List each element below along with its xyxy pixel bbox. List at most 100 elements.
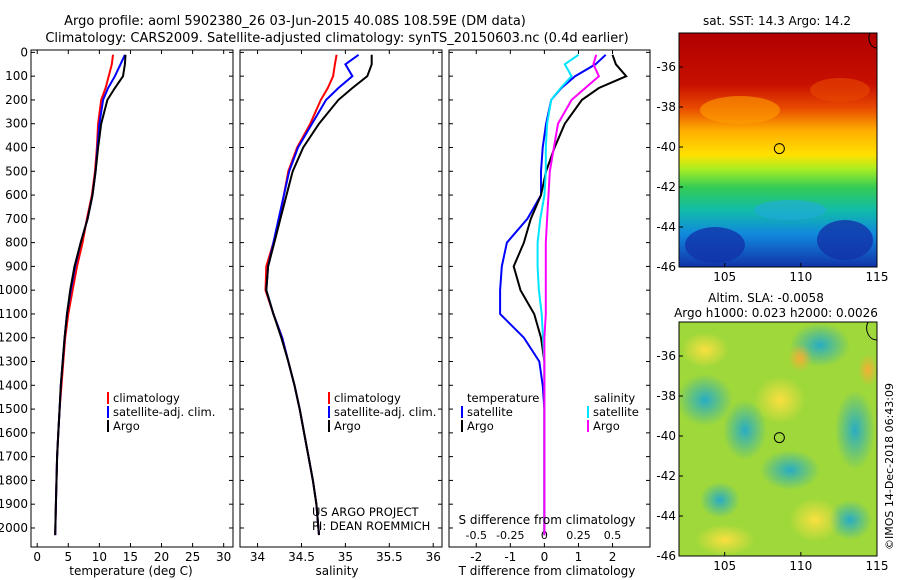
sst-warm-patch (700, 96, 780, 124)
depth-tick-label: 1600 (0, 426, 28, 440)
x-tick-label: 34 (250, 550, 265, 564)
map-y-tick-label: -36 (656, 349, 676, 363)
sla-blob (828, 500, 872, 540)
legend-s-satellite: satellite (593, 405, 639, 419)
depth-tick-label: 800 (5, 236, 28, 250)
pi-annotation: PI: DEAN ROEMMICH (312, 519, 430, 533)
depth-tick-label: 700 (5, 212, 28, 226)
legend-satellite: satellite-adj. clim. (334, 405, 436, 419)
temperature-profiles (54, 54, 127, 536)
s-tick-label: 0.5 (604, 529, 622, 542)
legend-salinity-title: salinity (594, 391, 635, 405)
x-tick-label: 25 (185, 550, 200, 564)
legend-temperature-title: temperature (467, 391, 539, 405)
salinity-legend: climatology satellite-adj. clim. Argo (328, 391, 436, 433)
map-x-tick-label: 115 (866, 559, 889, 573)
temperature-x-axis: 0 5 10 15 20 25 30 (31, 50, 233, 564)
sla-blob (754, 376, 806, 424)
sst-warm-patch (810, 78, 870, 102)
depth-tick-label: 1800 (0, 473, 28, 487)
sla-blob (835, 390, 875, 470)
depth-tick-label: 300 (5, 117, 28, 131)
sla-blob (789, 498, 841, 542)
x-tick-label: 35 (338, 550, 353, 564)
legend-t-argo: Argo (467, 419, 494, 433)
sst-map-frame (678, 32, 878, 268)
temperature-difference-label: T difference from climatology (458, 564, 636, 578)
s-tick-label: -0.25 (496, 529, 524, 542)
map-y-tick-label: -44 (656, 509, 676, 523)
sst-argo-marker (773, 143, 785, 155)
sla-map-frame (678, 321, 878, 557)
depth-tick-label: 400 (5, 140, 28, 154)
legend-s-argo: Argo (593, 419, 620, 433)
depth-tick-label: 1200 (0, 331, 28, 345)
depth-tick-label: 1700 (0, 450, 28, 464)
temperature-line-climatology (54, 54, 114, 536)
depth-tick-label: 1300 (0, 355, 28, 369)
map-y-tick-label: -36 (656, 60, 676, 74)
x-tick-label: 10 (92, 550, 107, 564)
sla-blob (760, 450, 820, 490)
map-x-tick-label: 110 (789, 270, 812, 284)
map-x-tick-label: 115 (866, 270, 889, 284)
map-y-tick-label: -42 (656, 180, 676, 194)
legend-argo: Argo (334, 419, 361, 433)
depth-tick-label: 200 (5, 93, 28, 107)
x-tick-label: 0 (541, 550, 549, 564)
salinity-difference-label: S difference from climatology (459, 513, 636, 527)
depth-tick-label: 1400 (0, 378, 28, 392)
depth-axis: 0 100 200 300 400 500 600 700 800 900 1000 1100 1200… (0, 45, 28, 535)
sla-blob (700, 482, 740, 518)
map-y-tick-label: -38 (656, 389, 676, 403)
sst-blue-patches (685, 78, 873, 263)
project-annotation: US ARGO PROJECT (312, 505, 420, 519)
depth-tick-label: 1900 (0, 497, 28, 511)
sst-map-axes: 105 110 115 -36 -38 -40 -42 -44 -46 (656, 60, 888, 284)
s-tick-label: 0.25 (566, 529, 591, 542)
x-tick-label: 0 (33, 550, 41, 564)
temperature-panel: 0100200300400500600700800900100011001200… (0, 45, 234, 578)
temperature-legend: climatology satellite-adj. clim. Argo (107, 391, 215, 433)
x-tick-label: 20 (154, 550, 169, 564)
difference-x-axis: -2 -1 0 1 2 -0.5 -0.25 0 0.25 0.5 (449, 50, 650, 564)
depth-tick-label: 1100 (0, 307, 28, 321)
map-y-tick-label: -40 (656, 429, 676, 443)
difference-line-s-argo (543, 54, 601, 536)
depth-tick-label: 100 (5, 69, 28, 83)
map-x-tick-label: 105 (713, 559, 736, 573)
depth-tick-label: 2000 (0, 521, 28, 535)
difference-plot-frame (448, 49, 651, 548)
s-tick-label: 0 (541, 529, 548, 542)
depth-tick-label: 500 (5, 164, 28, 178)
sla-argo-marker (773, 432, 785, 444)
map-y-tick-label: -42 (656, 469, 676, 483)
coast-outline-icon (868, 32, 878, 49)
difference-line-t-argo (512, 54, 628, 536)
sst-cool-patch (754, 200, 826, 220)
x-tick-label: 2 (609, 550, 617, 564)
sla-title-line-1: Altim. SLA: -0.0058 (708, 291, 824, 305)
salinity-axis-label: salinity (315, 564, 358, 578)
sst-map-title: sat. SST: 14.3 Argo: 14.2 (703, 14, 851, 28)
temperature-axis-label: temperature (deg C) (69, 564, 192, 578)
difference-line-t-satellite (499, 54, 607, 536)
salinity-line-satellite-adj-clim- (265, 53, 360, 536)
sla-title-line-2: Argo h1000: 0.023 h2000: 0.0026 (674, 306, 878, 320)
legend-satellite: satellite-adj. clim. (113, 405, 215, 419)
x-tick-label: 35.5 (376, 550, 403, 564)
sla-map-axes: 105 110 115 -36 -38 -40 -42 -44 -46 (656, 349, 888, 573)
coast-outline-icon (866, 321, 878, 341)
x-tick-label: 34.5 (288, 550, 315, 564)
imos-credit: ©IMOS 14-Dec-2018 06:43:09 (883, 383, 896, 550)
map-y-tick-label: -46 (656, 260, 676, 274)
salinity-panel: 34 34.5 35 35.5 36 salinity climatology sate… (239, 49, 443, 578)
s-tick-label: -0.5 (466, 529, 487, 542)
sla-blob (681, 332, 729, 368)
map-y-tick-label: -46 (656, 549, 676, 563)
sla-blob (677, 374, 733, 426)
salinity-plot-frame (239, 49, 443, 548)
x-tick-label: -1 (504, 550, 516, 564)
temperature-plot-frame (30, 49, 234, 548)
